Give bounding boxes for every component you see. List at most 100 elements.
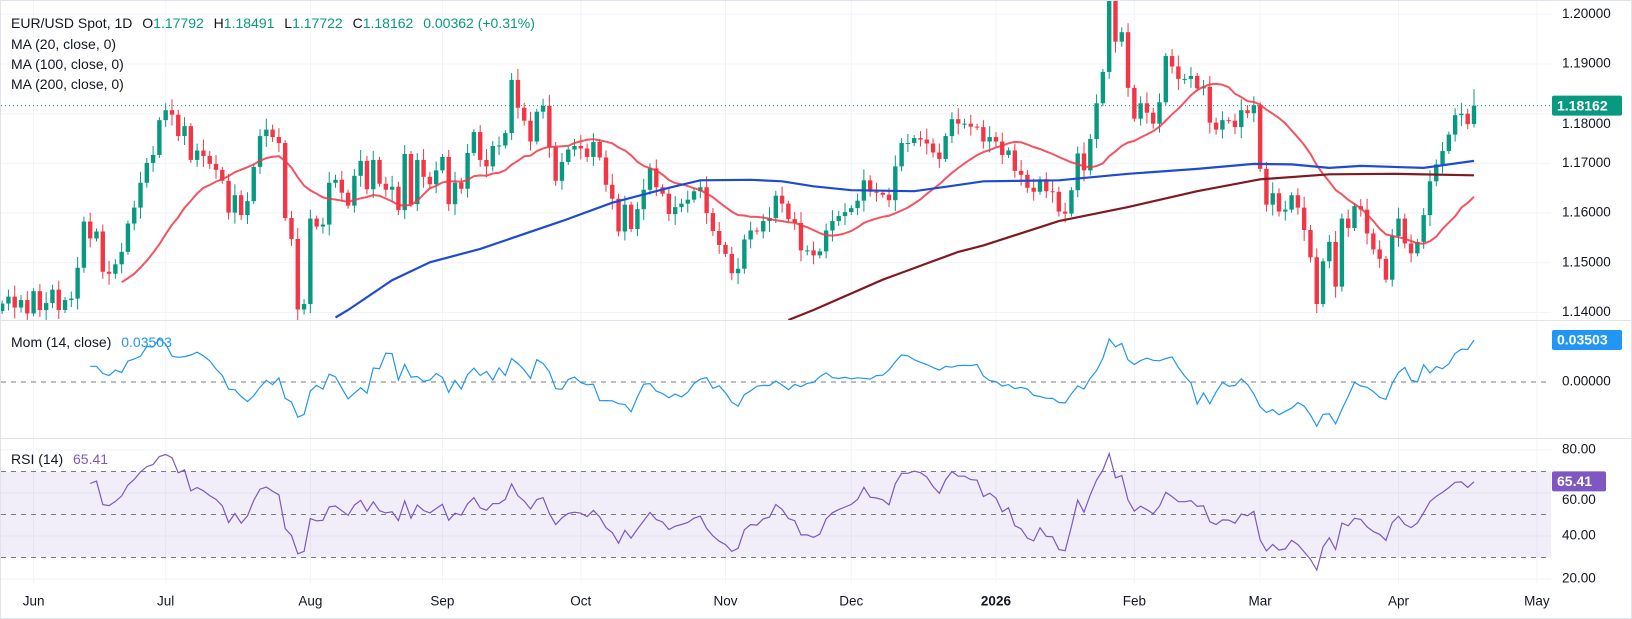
candle: [257, 129, 263, 174]
candle-body: [75, 267, 80, 299]
candle-body: [345, 192, 351, 206]
candle-body: [6, 296, 11, 304]
candle: [56, 280, 61, 319]
candle-body: [308, 218, 313, 305]
candle-body: [320, 224, 326, 227]
candle: [1270, 182, 1275, 216]
candle-body: [144, 162, 150, 183]
time-axis-label: Mar: [1249, 594, 1273, 609]
rsi-axis-label: 40.00: [1562, 528, 1596, 543]
candle: [333, 174, 338, 188]
candle: [207, 150, 212, 169]
candle-body: [1459, 113, 1464, 116]
candle-body: [1327, 241, 1332, 262]
symbol-title: EUR/USD Spot, 1D: [11, 15, 133, 31]
ma20-line: [121, 82, 1475, 284]
time-axis-label: Apr: [1388, 594, 1410, 609]
candle-body: [1396, 218, 1401, 236]
price-axis-label: 1.16000: [1562, 205, 1611, 220]
candle-body: [1257, 105, 1263, 169]
candle: [119, 242, 124, 274]
ma200-label: MA (200, close, 0): [11, 76, 124, 92]
candle-body: [18, 300, 24, 308]
rsi-legend[interactable]: RSI (14) 65.41: [11, 450, 114, 468]
candle: [427, 171, 433, 190]
symbol-legend[interactable]: EUR/USD Spot, 1D O1.17792 H1.18491 L1.17…: [11, 14, 541, 32]
candle: [100, 224, 105, 279]
time-axis-label: 2026: [981, 594, 1012, 609]
candle-body: [282, 143, 288, 219]
candle-body: [276, 137, 282, 144]
candle-body: [1434, 164, 1439, 182]
candle: [1245, 105, 1250, 119]
candle: [717, 222, 722, 254]
candle-body: [943, 136, 948, 159]
mom-value-tag-text: 0.03503: [1557, 332, 1608, 348]
candle-body: [1006, 150, 1011, 155]
candle-body: [251, 166, 256, 202]
candle: [566, 146, 571, 165]
candle: [238, 190, 244, 221]
candle: [584, 143, 590, 162]
candle-body: [1050, 191, 1055, 193]
candle-body: [333, 179, 338, 183]
mom-legend[interactable]: Mom (14, close) 0.03503: [11, 333, 178, 351]
ma100-legend[interactable]: MA (100, close, 0): [11, 55, 130, 73]
candle: [773, 190, 779, 224]
candle-body: [754, 230, 760, 232]
candle: [301, 299, 307, 315]
candle: [157, 117, 162, 158]
mom-value-tag-bg: [1552, 329, 1622, 350]
candle: [830, 210, 835, 242]
candle: [622, 195, 628, 241]
candle: [867, 175, 873, 197]
candle-body: [918, 138, 923, 140]
candle-body: [1037, 179, 1043, 192]
candle-body: [717, 230, 722, 245]
candle: [43, 292, 49, 320]
candle-body: [1000, 141, 1005, 155]
last-price-tag-bg: [1552, 95, 1622, 116]
ma200-legend[interactable]: MA (200, close, 0): [11, 75, 130, 93]
candle: [1094, 94, 1099, 148]
candle: [798, 212, 804, 262]
price-axis-label: 1.14000: [1562, 304, 1611, 319]
candle-body: [893, 166, 898, 201]
ma20-legend[interactable]: MA (20, close, 0): [11, 35, 122, 53]
candle-body: [805, 250, 810, 252]
candle-body: [1333, 241, 1338, 287]
candle: [295, 228, 300, 320]
candle: [1308, 225, 1313, 263]
mom-value-tag: 0.03503: [1552, 329, 1622, 350]
candle: [1075, 146, 1080, 198]
rsi-value-tag-text: 65.41: [1557, 473, 1592, 489]
candle: [911, 135, 917, 147]
candle-body: [641, 189, 646, 210]
candle-body: [723, 244, 728, 254]
candle: [88, 212, 93, 248]
candle: [943, 133, 948, 162]
candle: [352, 168, 357, 213]
candle-body: [1138, 103, 1143, 119]
candle: [25, 291, 30, 320]
candle-body: [364, 160, 370, 190]
candle: [742, 234, 747, 274]
candle: [534, 108, 539, 145]
candle-body: [1415, 241, 1420, 254]
candle: [371, 150, 376, 199]
axes[interactable]: 1.18162 0.03503 65.41 1.20000 1.19000 1.18000…: [23, 6, 1622, 609]
candle-body: [1226, 120, 1231, 122]
candle-body: [704, 187, 709, 214]
time-axis-label: Dec: [839, 594, 863, 609]
candle: [704, 176, 709, 225]
candle-body: [182, 126, 187, 137]
low-value: 1.17722: [292, 15, 343, 31]
candle: [1144, 92, 1150, 124]
candle: [1452, 108, 1458, 142]
candle: [1346, 209, 1351, 237]
candle-body: [358, 160, 363, 176]
candle-body: [496, 145, 502, 147]
mom-line: [90, 337, 1475, 428]
candle-body: [981, 127, 986, 142]
